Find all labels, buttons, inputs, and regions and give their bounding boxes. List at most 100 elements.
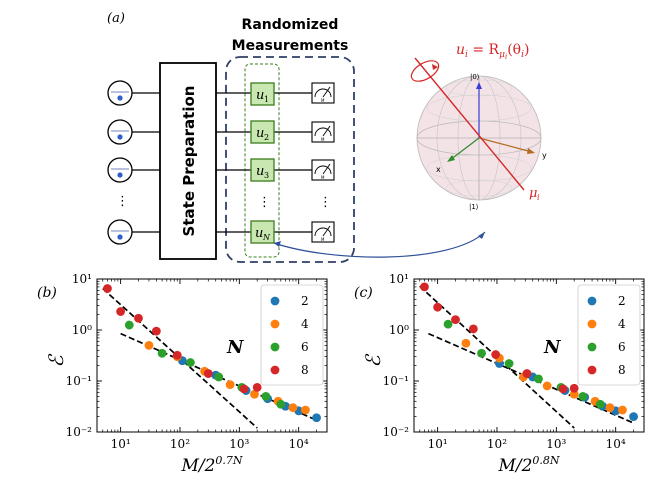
x-tick-label: 10⁴ <box>606 437 626 451</box>
state-preparation-label: State Preparation <box>180 86 198 237</box>
data-point-N6 <box>534 374 543 384</box>
x-tick-label: 10³ <box>546 437 566 451</box>
svg-text:M: M <box>321 137 325 142</box>
data-point-N4 <box>301 405 310 415</box>
x-tick-label: 10³ <box>229 437 249 451</box>
rotation-ring <box>410 60 440 82</box>
y-tick-label: 10⁰ <box>72 323 92 337</box>
data-point-N6 <box>595 399 605 409</box>
unitary-dots: ⋮ <box>258 195 271 210</box>
data-point-N8 <box>134 313 143 323</box>
qubit-row-1 <box>107 80 160 106</box>
y-tick-label: 10⁻¹ <box>66 374 92 388</box>
qubit-circle <box>107 80 133 106</box>
plot-panel-b: 10¹ 10² 10³ 10⁴ 10⁻² 10⁻¹ 10⁰ 10¹ 2 4 6 8 N M/20.7N ℰ (… <box>37 272 328 476</box>
data-point-N4 <box>461 338 471 348</box>
data-point-N8 <box>252 382 262 392</box>
legend-label: 6 <box>301 340 309 354</box>
legend-title: N <box>543 337 562 358</box>
data-point-N6 <box>443 319 453 329</box>
legend-title: N <box>226 337 245 358</box>
legend-label: 6 <box>618 340 626 354</box>
x-tick-label: 10¹ <box>111 437 131 451</box>
data-point-N4 <box>605 403 615 413</box>
unitary-u2: u 2 <box>250 120 275 144</box>
legend-label: 2 <box>301 294 309 308</box>
meter-3: M <box>311 159 335 181</box>
data-point-N8 <box>569 383 579 393</box>
svg-text:i: i <box>537 193 540 202</box>
svg-text:u: u <box>256 164 264 179</box>
ket1-label: |1⟩ <box>469 203 479 211</box>
svg-text:M: M <box>321 237 325 242</box>
data-point-N8 <box>433 302 443 312</box>
rotation-axis <box>414 57 525 191</box>
ket0-label: |0⟩ <box>470 73 480 81</box>
meter-dots: ⋮ <box>319 195 332 210</box>
x-tick-label: 10² <box>170 437 190 451</box>
legend-label: 4 <box>301 317 309 331</box>
data-point-N4 <box>542 381 552 391</box>
y-tick-label: 10¹ <box>389 272 409 286</box>
legend-marker <box>270 319 280 329</box>
data-point-N6 <box>504 359 514 368</box>
svg-text:u: u <box>256 88 264 103</box>
data-point-N8 <box>420 282 429 292</box>
legend-label: 8 <box>618 363 626 377</box>
data-point-N6 <box>477 348 486 358</box>
svg-text:3: 3 <box>264 171 269 180</box>
legend-marker <box>270 365 280 375</box>
data-point-N6 <box>186 358 195 367</box>
data-point-N8 <box>172 350 182 360</box>
qubit-dot <box>117 134 123 140</box>
plot-frame <box>96 278 328 433</box>
data-point-N8 <box>491 350 501 359</box>
legend-marker <box>270 342 280 352</box>
legend-marker <box>270 296 280 306</box>
data-point-N8 <box>116 307 126 316</box>
qubit-dots: ⋮ <box>116 194 129 209</box>
y-axis-arrow <box>478 137 533 153</box>
legend-box <box>260 284 324 386</box>
data-point-N4 <box>144 340 154 350</box>
y-tick-label: 10⁻¹ <box>383 374 409 388</box>
x-axis-label: x <box>436 165 441 174</box>
state-preparation-box <box>159 62 217 260</box>
qubit-row-2 <box>107 119 160 145</box>
data-point-N8 <box>522 369 532 378</box>
qubit-circle <box>107 157 133 183</box>
y-tick-label: 10⁰ <box>389 323 409 337</box>
axis-mu-label: μ <box>529 186 537 201</box>
data-point-N4 <box>618 405 627 415</box>
y-tick-label: 10¹ <box>72 272 92 286</box>
x-tick-label: 10² <box>487 437 507 451</box>
y-axis-label: ℰ <box>361 354 385 368</box>
meter-2: M <box>311 121 335 143</box>
connection-arrow <box>273 231 486 258</box>
data-point-N2 <box>629 412 638 422</box>
qubit-row-4 <box>107 219 160 245</box>
legend-label: 2 <box>618 294 626 308</box>
y-tick-label: 10⁻² <box>66 425 93 439</box>
data-point-N8 <box>468 324 478 334</box>
data-point-N4 <box>225 380 235 389</box>
y-axis-label: ℰ <box>44 354 68 368</box>
data-point-N6 <box>214 372 224 382</box>
plot-frame <box>413 278 645 433</box>
legend-box <box>577 284 641 386</box>
svg-text:u: u <box>256 126 264 141</box>
svg-text:N: N <box>262 233 271 242</box>
x-tick-label: 10¹ <box>428 437 448 451</box>
data-point-N6 <box>157 348 167 358</box>
unitary-u3: u 3 <box>250 158 275 182</box>
legend-marker <box>587 342 597 352</box>
qubit-circle <box>107 119 133 145</box>
data-point-N8 <box>203 369 213 378</box>
unitary-group-box <box>244 63 280 258</box>
panel-label: (b) <box>37 285 57 301</box>
unitary-u1: u 1 <box>250 82 275 106</box>
data-point-N8 <box>558 384 568 394</box>
data-point-N4 <box>250 389 259 399</box>
y-tick-label: 10⁻² <box>383 425 410 439</box>
